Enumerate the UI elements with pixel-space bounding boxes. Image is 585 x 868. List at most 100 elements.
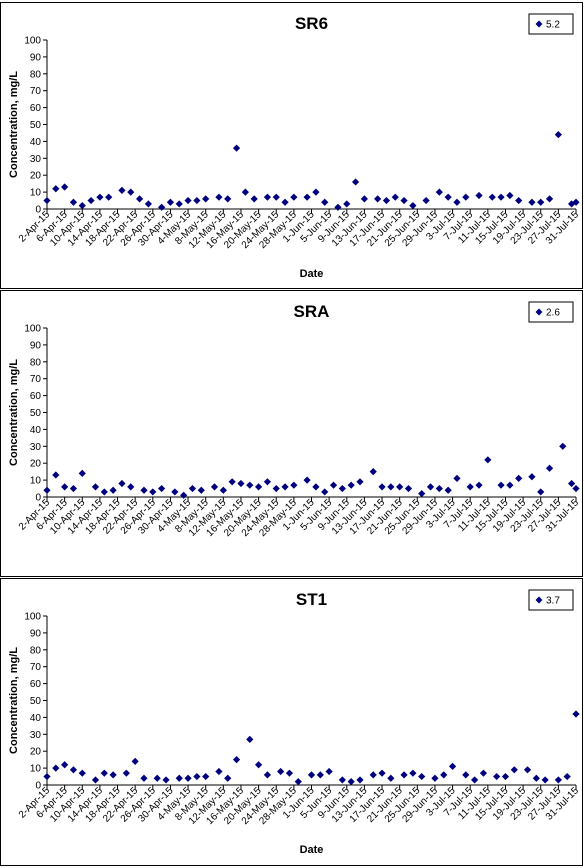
data-point — [52, 764, 60, 772]
data-point — [144, 200, 152, 208]
data-point — [453, 474, 461, 483]
y-tick-label: 20 — [30, 171, 42, 182]
data-point — [409, 769, 417, 777]
data-point — [435, 188, 443, 196]
data-point — [162, 776, 170, 784]
data-point — [435, 484, 443, 493]
y-tick-label: 70 — [30, 86, 42, 97]
y-tick-label: 0 — [35, 205, 41, 216]
chart-sra: SRA01020304050607080901002-Apr-156-Apr-1… — [8, 301, 581, 539]
legend-marker — [535, 308, 543, 316]
data-point — [554, 131, 562, 139]
data-point — [316, 771, 324, 779]
data-point — [554, 776, 562, 784]
y-tick-label: 100 — [24, 324, 41, 335]
data-point — [506, 191, 514, 200]
y-tick-label: 10 — [30, 764, 42, 775]
chart-title: SR6 — [295, 14, 328, 33]
y-tick-label: 30 — [30, 730, 42, 741]
data-point — [61, 483, 69, 491]
data-point — [127, 188, 135, 196]
y-tick-label: 10 — [30, 188, 42, 199]
y-tick-label: 0 — [35, 781, 41, 792]
y-tick-label: 10 — [30, 476, 42, 487]
data-point — [171, 488, 179, 496]
data-point — [466, 483, 474, 491]
y-tick-label: 90 — [30, 52, 42, 63]
data-point — [387, 774, 395, 782]
data-point — [184, 774, 192, 782]
data-point — [471, 776, 479, 784]
data-point — [532, 774, 540, 782]
data-point — [563, 772, 571, 781]
y-tick-label: 0 — [35, 493, 41, 504]
data-point — [497, 193, 505, 201]
data-point — [440, 771, 448, 779]
data-point — [224, 195, 232, 203]
y-tick-label: 20 — [30, 747, 42, 758]
data-point — [180, 491, 188, 499]
y-tick-label: 60 — [30, 391, 42, 402]
data-point — [528, 198, 536, 206]
y-axis-label: Concentration, mg/L — [8, 647, 20, 754]
data-point — [277, 767, 285, 776]
data-point — [215, 767, 223, 776]
data-point — [382, 196, 391, 205]
y-tick-label: 80 — [30, 69, 42, 80]
data-point — [193, 196, 201, 205]
data-point — [246, 735, 254, 743]
data-point — [404, 484, 413, 493]
data-point — [290, 481, 298, 489]
data-point — [545, 195, 554, 203]
data-point — [572, 484, 580, 493]
data-point — [501, 772, 510, 781]
data-point — [272, 193, 280, 201]
data-point — [484, 456, 492, 464]
y-tick-label: 50 — [30, 696, 42, 707]
data-point — [307, 771, 316, 779]
data-point — [281, 198, 289, 206]
data-point — [91, 483, 100, 491]
data-point — [321, 198, 329, 206]
y-tick-label: 60 — [30, 679, 42, 690]
chart-panel-st1: ST1 0 10 20 30 40 50 60 70 80 90 100 2-Apr-15 6-Apr-1… — [0, 578, 583, 866]
legend-marker — [535, 20, 543, 28]
data-point — [537, 198, 545, 206]
data-point — [303, 476, 311, 484]
data-point — [197, 486, 205, 494]
data-point — [329, 481, 338, 489]
data-point — [69, 766, 78, 774]
data-point — [149, 488, 157, 496]
data-point — [515, 474, 523, 483]
x-axis-label: Date — [300, 844, 324, 856]
data-point — [338, 484, 346, 493]
data-point — [100, 769, 108, 777]
data-point — [537, 488, 545, 496]
legend-label: 5.2 — [546, 20, 560, 31]
data-point — [351, 178, 360, 186]
data-point — [541, 776, 549, 784]
data-point — [263, 193, 272, 201]
data-point — [78, 769, 86, 777]
data-point — [347, 778, 355, 786]
y-tick-label: 40 — [30, 425, 42, 436]
data-point — [475, 481, 483, 489]
data-point — [462, 771, 470, 779]
legend-label: 3.7 — [546, 596, 560, 607]
data-point — [303, 193, 311, 201]
data-point — [96, 193, 104, 201]
y-tick-label: 50 — [30, 120, 42, 131]
y-tick-label: 80 — [30, 357, 42, 368]
data-point — [400, 196, 408, 205]
data-point — [43, 772, 51, 781]
data-point — [453, 198, 461, 206]
data-point — [356, 478, 364, 486]
data-point — [391, 193, 399, 201]
data-point — [78, 469, 86, 477]
data-point — [475, 191, 483, 200]
data-point — [506, 481, 514, 489]
legend-box — [528, 13, 574, 35]
data-point — [272, 484, 280, 493]
data-point — [479, 769, 488, 777]
data-point — [263, 478, 272, 486]
